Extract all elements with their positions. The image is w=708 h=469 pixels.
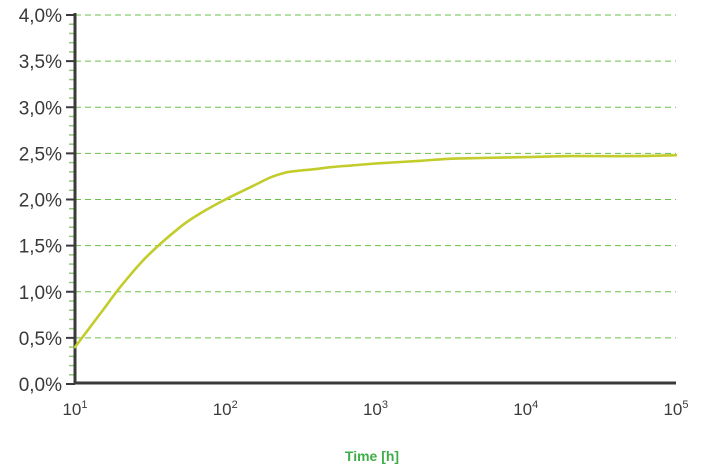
- y-tick-labels: 0,0% 0,5% 1,0% 1,5% 2,0% 2,5% 3,0% 3,5% 4,0%: [19, 6, 62, 396]
- x-axis-label: Time [h]: [345, 448, 399, 464]
- grid-lines: [75, 14, 676, 339]
- y-tick-label: 2,0%: [19, 191, 62, 212]
- x-tick-label: 105: [663, 399, 688, 419]
- series-line: [73, 153, 678, 349]
- x-tick-labels: 101 102 103 104 105: [62, 399, 688, 419]
- axes: [73, 13, 676, 385]
- y-tick-label: 0,0%: [19, 375, 62, 396]
- y-tick-label: 2,5%: [19, 144, 62, 165]
- y-tick-label: 1,0%: [19, 283, 62, 304]
- y-tick-label: 3,0%: [19, 98, 62, 119]
- series-group: [73, 153, 678, 349]
- x-tick-label: 102: [213, 399, 238, 419]
- x-tick-label: 103: [363, 399, 388, 419]
- x-tick-label: 104: [513, 399, 538, 419]
- y-tick-label: 4,0%: [19, 6, 62, 27]
- y-tick-label: 3,5%: [19, 52, 62, 73]
- y-tick-label: 1,5%: [19, 237, 62, 258]
- x-tick-label: 101: [62, 399, 87, 419]
- y-tick-label: 0,5%: [19, 329, 62, 350]
